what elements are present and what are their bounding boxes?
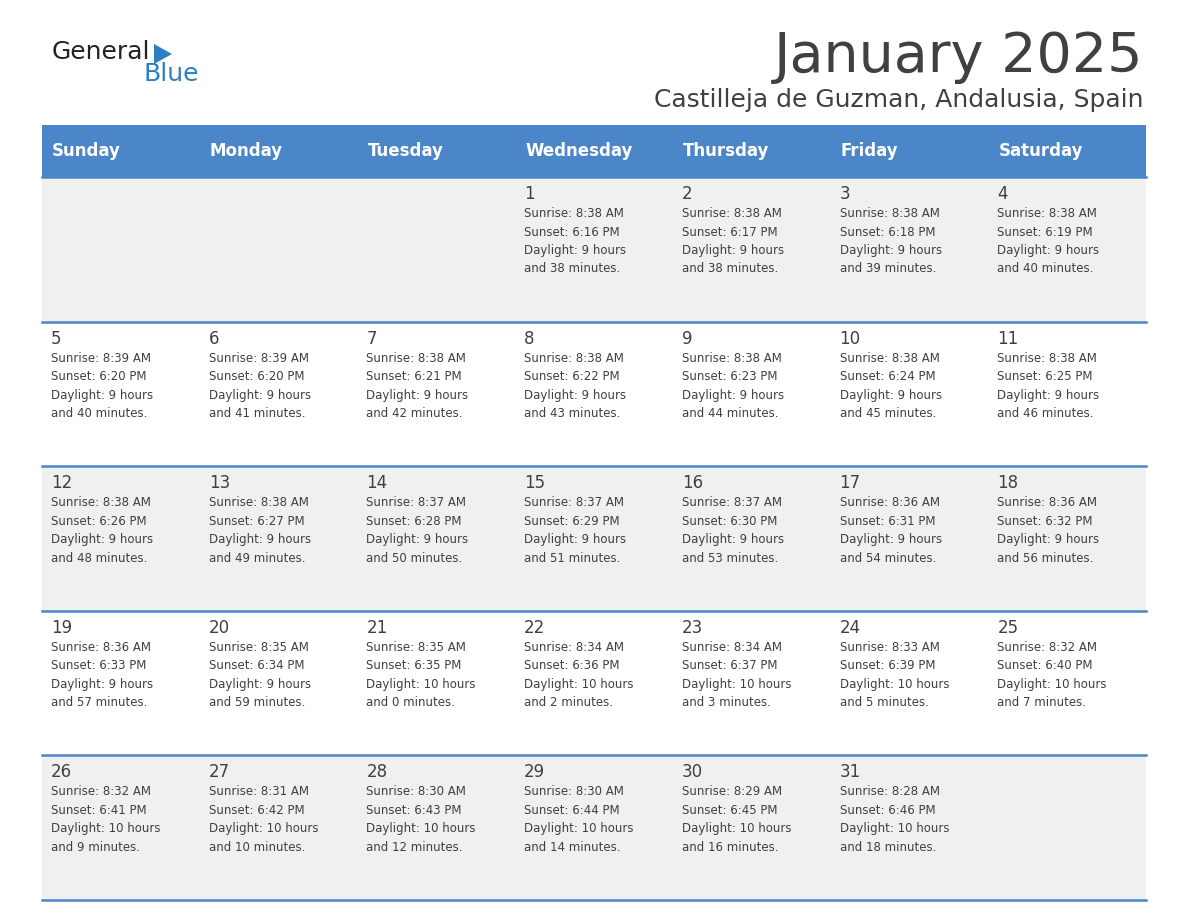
Text: 29: 29 — [524, 764, 545, 781]
Text: Sunrise: 8:30 AM
Sunset: 6:44 PM
Daylight: 10 hours
and 14 minutes.: Sunrise: 8:30 AM Sunset: 6:44 PM Dayligh… — [524, 786, 633, 854]
Text: 23: 23 — [682, 619, 703, 637]
Bar — [516, 125, 672, 177]
Text: 30: 30 — [682, 764, 703, 781]
Text: 25: 25 — [997, 619, 1018, 637]
Text: 18: 18 — [997, 475, 1018, 492]
Text: Sunrise: 8:39 AM
Sunset: 6:20 PM
Daylight: 9 hours
and 40 minutes.: Sunrise: 8:39 AM Sunset: 6:20 PM Dayligh… — [51, 352, 153, 420]
Text: 26: 26 — [51, 764, 72, 781]
Text: 3: 3 — [840, 185, 851, 203]
Text: Monday: Monday — [210, 142, 283, 160]
Bar — [42, 466, 1146, 610]
Text: Tuesday: Tuesday — [367, 142, 443, 160]
Text: 17: 17 — [840, 475, 860, 492]
Text: Sunrise: 8:39 AM
Sunset: 6:20 PM
Daylight: 9 hours
and 41 minutes.: Sunrise: 8:39 AM Sunset: 6:20 PM Dayligh… — [209, 352, 311, 420]
Text: 4: 4 — [997, 185, 1007, 203]
Text: January 2025: January 2025 — [773, 30, 1143, 84]
Text: 8: 8 — [524, 330, 535, 348]
Text: 5: 5 — [51, 330, 62, 348]
Text: Saturday: Saturday — [998, 142, 1082, 160]
Text: Castilleja de Guzman, Andalusia, Spain: Castilleja de Guzman, Andalusia, Spain — [653, 88, 1143, 112]
Text: 13: 13 — [209, 475, 230, 492]
Text: 6: 6 — [209, 330, 220, 348]
Text: Blue: Blue — [144, 62, 200, 86]
Text: Sunday: Sunday — [52, 142, 121, 160]
Bar — [672, 125, 830, 177]
Text: General: General — [52, 40, 151, 64]
Text: Sunrise: 8:38 AM
Sunset: 6:25 PM
Daylight: 9 hours
and 46 minutes.: Sunrise: 8:38 AM Sunset: 6:25 PM Dayligh… — [997, 352, 1099, 420]
Bar — [42, 756, 1146, 900]
Text: Sunrise: 8:29 AM
Sunset: 6:45 PM
Daylight: 10 hours
and 16 minutes.: Sunrise: 8:29 AM Sunset: 6:45 PM Dayligh… — [682, 786, 791, 854]
Text: Sunrise: 8:28 AM
Sunset: 6:46 PM
Daylight: 10 hours
and 18 minutes.: Sunrise: 8:28 AM Sunset: 6:46 PM Dayligh… — [840, 786, 949, 854]
Text: Sunrise: 8:37 AM
Sunset: 6:28 PM
Daylight: 9 hours
and 50 minutes.: Sunrise: 8:37 AM Sunset: 6:28 PM Dayligh… — [366, 497, 468, 565]
Text: 31: 31 — [840, 764, 861, 781]
Text: 2: 2 — [682, 185, 693, 203]
Bar — [42, 610, 1146, 756]
Bar — [830, 125, 988, 177]
Text: Sunrise: 8:37 AM
Sunset: 6:29 PM
Daylight: 9 hours
and 51 minutes.: Sunrise: 8:37 AM Sunset: 6:29 PM Dayligh… — [524, 497, 626, 565]
Text: Sunrise: 8:30 AM
Sunset: 6:43 PM
Daylight: 10 hours
and 12 minutes.: Sunrise: 8:30 AM Sunset: 6:43 PM Dayligh… — [366, 786, 476, 854]
Text: Sunrise: 8:34 AM
Sunset: 6:37 PM
Daylight: 10 hours
and 3 minutes.: Sunrise: 8:34 AM Sunset: 6:37 PM Dayligh… — [682, 641, 791, 710]
Text: Sunrise: 8:32 AM
Sunset: 6:40 PM
Daylight: 10 hours
and 7 minutes.: Sunrise: 8:32 AM Sunset: 6:40 PM Dayligh… — [997, 641, 1107, 710]
Text: Sunrise: 8:38 AM
Sunset: 6:18 PM
Daylight: 9 hours
and 39 minutes.: Sunrise: 8:38 AM Sunset: 6:18 PM Dayligh… — [840, 207, 942, 275]
Text: Sunrise: 8:36 AM
Sunset: 6:31 PM
Daylight: 9 hours
and 54 minutes.: Sunrise: 8:36 AM Sunset: 6:31 PM Dayligh… — [840, 497, 942, 565]
Text: 19: 19 — [51, 619, 72, 637]
Text: Sunrise: 8:38 AM
Sunset: 6:16 PM
Daylight: 9 hours
and 38 minutes.: Sunrise: 8:38 AM Sunset: 6:16 PM Dayligh… — [524, 207, 626, 275]
Text: 11: 11 — [997, 330, 1018, 348]
Text: Sunrise: 8:31 AM
Sunset: 6:42 PM
Daylight: 10 hours
and 10 minutes.: Sunrise: 8:31 AM Sunset: 6:42 PM Dayligh… — [209, 786, 318, 854]
Bar — [42, 177, 1146, 321]
Text: Sunrise: 8:38 AM
Sunset: 6:19 PM
Daylight: 9 hours
and 40 minutes.: Sunrise: 8:38 AM Sunset: 6:19 PM Dayligh… — [997, 207, 1099, 275]
Text: Sunrise: 8:38 AM
Sunset: 6:27 PM
Daylight: 9 hours
and 49 minutes.: Sunrise: 8:38 AM Sunset: 6:27 PM Dayligh… — [209, 497, 311, 565]
Text: Sunrise: 8:36 AM
Sunset: 6:33 PM
Daylight: 9 hours
and 57 minutes.: Sunrise: 8:36 AM Sunset: 6:33 PM Dayligh… — [51, 641, 153, 710]
Text: 12: 12 — [51, 475, 72, 492]
Bar — [988, 125, 1146, 177]
Text: 24: 24 — [840, 619, 860, 637]
Text: 7: 7 — [366, 330, 377, 348]
Text: 16: 16 — [682, 475, 703, 492]
Text: 22: 22 — [524, 619, 545, 637]
Text: Thursday: Thursday — [683, 142, 770, 160]
Bar — [42, 125, 200, 177]
Text: 28: 28 — [366, 764, 387, 781]
Text: Sunrise: 8:33 AM
Sunset: 6:39 PM
Daylight: 10 hours
and 5 minutes.: Sunrise: 8:33 AM Sunset: 6:39 PM Dayligh… — [840, 641, 949, 710]
Text: Sunrise: 8:34 AM
Sunset: 6:36 PM
Daylight: 10 hours
and 2 minutes.: Sunrise: 8:34 AM Sunset: 6:36 PM Dayligh… — [524, 641, 633, 710]
Text: Sunrise: 8:38 AM
Sunset: 6:26 PM
Daylight: 9 hours
and 48 minutes.: Sunrise: 8:38 AM Sunset: 6:26 PM Dayligh… — [51, 497, 153, 565]
Text: Sunrise: 8:38 AM
Sunset: 6:23 PM
Daylight: 9 hours
and 44 minutes.: Sunrise: 8:38 AM Sunset: 6:23 PM Dayligh… — [682, 352, 784, 420]
Text: 14: 14 — [366, 475, 387, 492]
Text: 20: 20 — [209, 619, 229, 637]
Bar — [200, 125, 358, 177]
Text: Sunrise: 8:37 AM
Sunset: 6:30 PM
Daylight: 9 hours
and 53 minutes.: Sunrise: 8:37 AM Sunset: 6:30 PM Dayligh… — [682, 497, 784, 565]
Text: 9: 9 — [682, 330, 693, 348]
Text: Friday: Friday — [841, 142, 898, 160]
Text: Wednesday: Wednesday — [525, 142, 632, 160]
Text: Sunrise: 8:38 AM
Sunset: 6:21 PM
Daylight: 9 hours
and 42 minutes.: Sunrise: 8:38 AM Sunset: 6:21 PM Dayligh… — [366, 352, 468, 420]
Text: Sunrise: 8:38 AM
Sunset: 6:17 PM
Daylight: 9 hours
and 38 minutes.: Sunrise: 8:38 AM Sunset: 6:17 PM Dayligh… — [682, 207, 784, 275]
Text: Sunrise: 8:32 AM
Sunset: 6:41 PM
Daylight: 10 hours
and 9 minutes.: Sunrise: 8:32 AM Sunset: 6:41 PM Dayligh… — [51, 786, 160, 854]
Bar — [42, 321, 1146, 466]
Polygon shape — [154, 44, 172, 64]
Text: 15: 15 — [524, 475, 545, 492]
Text: 27: 27 — [209, 764, 229, 781]
Text: Sunrise: 8:38 AM
Sunset: 6:24 PM
Daylight: 9 hours
and 45 minutes.: Sunrise: 8:38 AM Sunset: 6:24 PM Dayligh… — [840, 352, 942, 420]
Text: 21: 21 — [366, 619, 387, 637]
Text: Sunrise: 8:35 AM
Sunset: 6:34 PM
Daylight: 9 hours
and 59 minutes.: Sunrise: 8:35 AM Sunset: 6:34 PM Dayligh… — [209, 641, 311, 710]
Bar — [358, 125, 516, 177]
Text: Sunrise: 8:35 AM
Sunset: 6:35 PM
Daylight: 10 hours
and 0 minutes.: Sunrise: 8:35 AM Sunset: 6:35 PM Dayligh… — [366, 641, 476, 710]
Text: Sunrise: 8:36 AM
Sunset: 6:32 PM
Daylight: 9 hours
and 56 minutes.: Sunrise: 8:36 AM Sunset: 6:32 PM Dayligh… — [997, 497, 1099, 565]
Text: 1: 1 — [524, 185, 535, 203]
Text: 10: 10 — [840, 330, 860, 348]
Text: Sunrise: 8:38 AM
Sunset: 6:22 PM
Daylight: 9 hours
and 43 minutes.: Sunrise: 8:38 AM Sunset: 6:22 PM Dayligh… — [524, 352, 626, 420]
